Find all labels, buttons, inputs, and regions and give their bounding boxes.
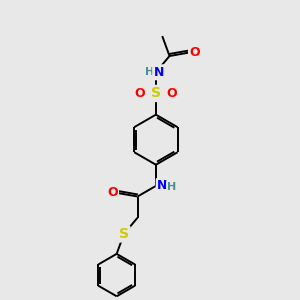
Text: S: S (151, 86, 161, 100)
Text: O: O (134, 87, 145, 100)
Text: O: O (190, 46, 200, 59)
Text: N: N (154, 66, 164, 79)
Text: N: N (157, 179, 168, 192)
Text: O: O (107, 186, 118, 199)
Text: S: S (119, 227, 129, 241)
Text: H: H (145, 67, 154, 77)
Text: H: H (167, 182, 177, 192)
Text: O: O (167, 87, 177, 100)
